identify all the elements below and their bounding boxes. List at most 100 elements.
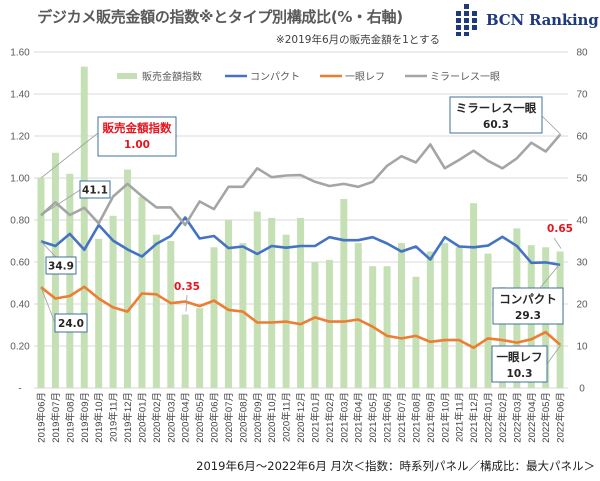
x-axis-tick: 2019年09月 xyxy=(79,392,91,443)
x-axis-tick: 2021年05月 xyxy=(367,392,379,443)
x-axis-tick: 2021年04月 xyxy=(353,392,365,443)
index-bar xyxy=(196,308,204,388)
index-bar xyxy=(239,243,247,388)
index-bar xyxy=(282,234,290,388)
x-axis-tick: 2021年11月 xyxy=(454,392,466,442)
index-bar xyxy=(268,217,276,388)
leader-line xyxy=(40,132,99,179)
callout-box xyxy=(45,256,77,275)
left-axis-tick: 0.60 xyxy=(10,258,30,269)
index-bar xyxy=(253,211,261,388)
x-axis-tick: 2021年06月 xyxy=(382,392,394,443)
right-axis: 0 10 20 30 40 50 60 70 80 xyxy=(576,48,588,395)
right-axis-tick: 70 xyxy=(576,90,588,101)
x-axis-tick: 2021年09月 xyxy=(425,392,437,443)
index-bar xyxy=(441,243,449,388)
data-callout: 販売金額指数 1.00 xyxy=(40,116,177,179)
callout-box xyxy=(491,345,548,383)
index-bar xyxy=(426,251,434,388)
x-axis-tick: 2021年01月 xyxy=(309,392,321,443)
left-axis-tick: 1.60 xyxy=(10,48,30,59)
x-axis-tick: 2022年05月 xyxy=(540,392,552,443)
leader-line xyxy=(553,237,562,249)
x-axis-tick: 2020年02月 xyxy=(151,392,163,443)
x-axis-tick: 2021年02月 xyxy=(324,392,336,443)
index-bar xyxy=(37,178,45,388)
data-callout: コンパクト 29.3 xyxy=(492,264,564,325)
x-axis-tick: 2020年08月 xyxy=(237,392,249,443)
data-label: 0.35 xyxy=(174,281,200,312)
x-axis-tick: 2019年12月 xyxy=(122,392,134,443)
callout-value: 41.1 xyxy=(82,185,108,197)
left-axis-tick: - xyxy=(18,384,21,395)
x-axis-tick: 2019年10月 xyxy=(93,392,105,443)
right-axis-tick: 0 xyxy=(579,384,585,395)
leader-line xyxy=(541,115,562,136)
data-callout: 41.1 xyxy=(40,180,111,216)
x-axis-tick: 2022年02月 xyxy=(497,392,509,443)
index-bar xyxy=(484,253,492,388)
index-bar xyxy=(398,243,405,388)
x-axis-tick: 2020年12月 xyxy=(295,392,307,443)
callout-title: コンパクト xyxy=(499,292,557,306)
line-series xyxy=(40,133,562,350)
logo-grid-icon xyxy=(456,4,478,36)
right-axis-tick: 20 xyxy=(576,300,588,311)
left-axis-tick: 0.80 xyxy=(10,216,30,227)
x-axis-tick: 2022年04月 xyxy=(526,392,538,443)
x-axis-tick: 2020年01月 xyxy=(136,392,148,443)
x-axis-tick: 2021年12月 xyxy=(468,392,480,443)
legend-item: ミラーレス一眼 xyxy=(405,71,500,83)
index-bar xyxy=(412,276,420,388)
x-axis-tick: 2020年11月 xyxy=(281,392,293,442)
right-axis-tick: 50 xyxy=(576,174,588,185)
x-axis-tick: 2019年11月 xyxy=(108,392,120,442)
data-label-value: 0.35 xyxy=(174,281,200,293)
left-axis-tick: 1.20 xyxy=(10,132,30,143)
left-axis-tick: 0.20 xyxy=(10,342,30,353)
logo-text: BCN Ranking xyxy=(486,11,599,29)
legend-label: コンパクト xyxy=(250,71,300,83)
callout-value: 34.9 xyxy=(48,261,74,273)
legend: 販売金額指数 コンパクト 一眼レフ ミラーレス一眼 xyxy=(117,70,500,83)
callout-box xyxy=(449,96,543,134)
leader-line xyxy=(40,287,56,324)
legend-label: 販売金額指数 xyxy=(142,70,202,83)
index-bar xyxy=(124,169,132,388)
callout-value: 10.3 xyxy=(507,368,533,380)
x-axis-tick: 2020年06月 xyxy=(209,392,221,443)
x-axis-tick: 2022年06月 xyxy=(555,392,567,443)
callout-value: 60.3 xyxy=(483,119,509,131)
x-axis-tick: 2020年07月 xyxy=(223,392,235,443)
data-callout: 34.9 xyxy=(40,241,77,275)
index-bar xyxy=(109,215,117,388)
index-bar xyxy=(181,314,189,388)
leader-line xyxy=(40,241,57,258)
right-axis-tick: 30 xyxy=(576,258,588,269)
index-bar xyxy=(470,203,478,388)
left-axis-tick: 1.40 xyxy=(10,90,30,101)
callout-value: 24.0 xyxy=(58,318,84,330)
index-bar xyxy=(167,241,175,388)
x-axis-tick: 2021年08月 xyxy=(410,392,422,443)
callout-title: 一眼レフ xyxy=(497,350,543,364)
callout-title: ミラーレス一眼 xyxy=(456,101,537,115)
right-axis-tick: 10 xyxy=(576,342,588,353)
right-axis-tick: 60 xyxy=(576,132,588,143)
x-axis-tick: 2019年07月 xyxy=(50,392,62,443)
x-axis: 2019年06月 2019年07月 2019年08月 2019年09月 2019年10月… xyxy=(36,392,567,443)
right-axis-tick: 80 xyxy=(576,48,588,59)
x-axis-tick: 2020年05月 xyxy=(194,392,206,443)
x-axis-tick: 2020年04月 xyxy=(180,392,192,443)
index-bar xyxy=(325,259,333,388)
x-axis-tick: 2020年09月 xyxy=(252,392,264,443)
index-bar xyxy=(210,247,218,388)
index-bar xyxy=(354,243,362,388)
right-axis-tick: 40 xyxy=(576,216,588,227)
bcn-ranking-logo: BCN Ranking xyxy=(456,4,599,36)
callout-box xyxy=(54,313,88,333)
callout-value: 29.3 xyxy=(515,310,541,322)
footer-note: 2019年6月～2022年6月 月次＜指数：時系列パネル／構成比：最大パネル＞ xyxy=(196,459,595,473)
legend-label: 一眼レフ xyxy=(345,71,385,83)
